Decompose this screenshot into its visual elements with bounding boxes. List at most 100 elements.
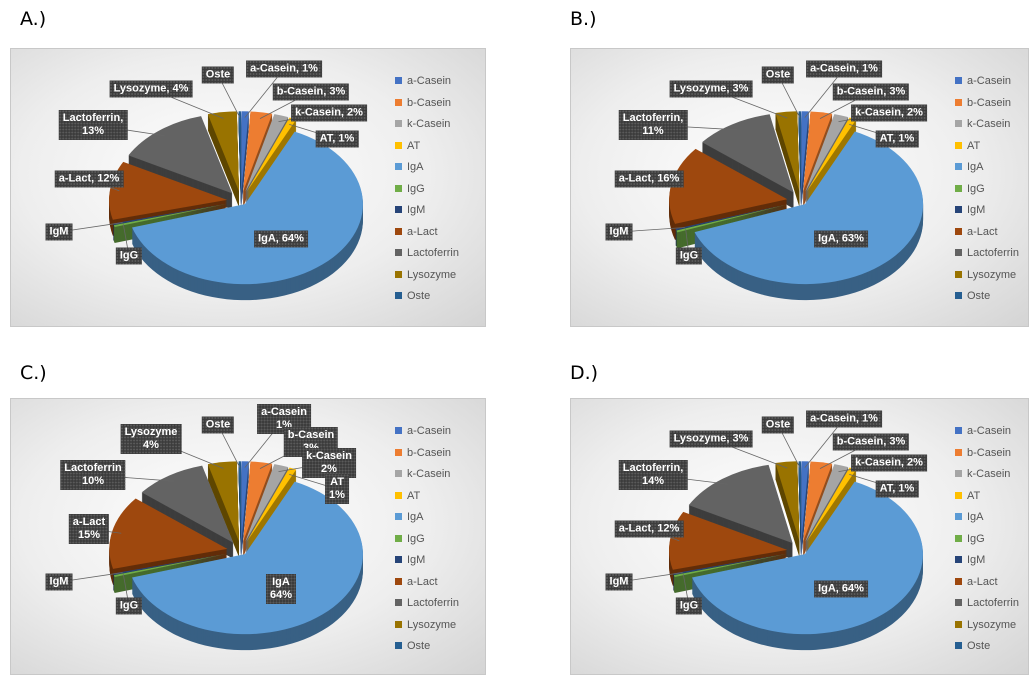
data-label: Oste [761, 66, 795, 84]
data-label: AT, 1% [315, 130, 359, 148]
legend-swatch [955, 470, 962, 477]
legend-entry: k-Casein [395, 118, 450, 130]
slice-side [113, 555, 228, 580]
legend-swatch [395, 184, 402, 192]
panel-label: D.) [570, 362, 599, 384]
slice-side [113, 206, 228, 231]
legend-swatch [955, 620, 962, 628]
slice [238, 461, 241, 542]
legend-label: Oste [967, 640, 991, 652]
data-label: Lactoferrin, 14% [618, 460, 688, 490]
data-label: Lysozyme, 3% [669, 80, 753, 98]
legend-swatch [955, 120, 962, 127]
legend-swatch [955, 206, 962, 213]
slice-side [113, 554, 228, 579]
legend-swatch [955, 98, 962, 106]
legend-entry: IgG [395, 533, 425, 545]
legend-entry: b-Casein [395, 97, 451, 109]
data-label: Oste [201, 66, 235, 84]
legend-label: IgG [967, 182, 985, 195]
panel-label: B.) [570, 8, 597, 30]
slice [798, 461, 801, 542]
legend-entry: a-Casein [395, 75, 451, 87]
data-label: IgM [605, 573, 633, 591]
legend-label: IgM [407, 204, 426, 216]
legend-swatch [955, 534, 962, 542]
slice [803, 111, 833, 192]
legend-label: IgA [407, 161, 424, 173]
data-label: a-Lact, 12% [614, 520, 684, 538]
legend-entry: Lysozyme [955, 269, 1016, 281]
data-label: a-Casein, 1% [246, 60, 322, 78]
data-label: k-Casein, 2% [291, 104, 367, 122]
slice [109, 498, 228, 569]
legend-label: IgM [407, 554, 426, 566]
data-label: a-Lact 15% [68, 514, 110, 544]
legend-swatch [955, 77, 962, 84]
slice [243, 111, 273, 192]
slice [805, 114, 849, 192]
legend-entry: AT [955, 490, 980, 502]
legend-entry: k-Casein [955, 468, 1010, 480]
legend-label: a-Casein [967, 75, 1012, 87]
legend-swatch [395, 77, 402, 84]
legend-swatch [955, 163, 962, 170]
legend-swatch [395, 599, 402, 606]
legend-swatch [395, 448, 402, 456]
legend-entry: a-Lact [395, 226, 438, 238]
slice [113, 203, 228, 228]
slice [245, 464, 289, 542]
data-label: a-Casein, 1% [806, 410, 882, 428]
legend-label: AT [407, 139, 421, 152]
slice [128, 116, 233, 194]
data-label: b-Casein, 3% [832, 83, 910, 101]
slice [113, 553, 228, 578]
legend-entry: b-Casein [955, 97, 1011, 109]
legend-label: b-Casein [407, 446, 452, 459]
slice [675, 204, 788, 231]
slice [775, 461, 800, 542]
slice [806, 467, 857, 542]
legend-entry: IgM [955, 204, 985, 216]
legend-label: Lactoferrin [407, 597, 459, 609]
slice [673, 553, 788, 575]
slice-side [113, 557, 228, 582]
data-label: Lactoferrin, 11% [618, 110, 688, 140]
legend-label: IgG [967, 532, 985, 545]
legend-entry: IgG [955, 533, 985, 545]
slice [241, 461, 249, 542]
legend-swatch [955, 599, 962, 606]
legend-label: IgA [407, 511, 424, 523]
legend-label: b-Casein [407, 96, 452, 109]
slice [775, 111, 800, 192]
legend-entry: IgM [395, 204, 425, 216]
data-label: a-Casein, 1% [806, 60, 882, 78]
legend-swatch [955, 249, 962, 256]
legend-label: IgM [967, 554, 986, 566]
legend-label: a-Lact [407, 575, 438, 588]
data-label: IgM [605, 223, 633, 241]
slice [805, 464, 849, 542]
legend-swatch [955, 141, 962, 149]
data-label: a-Lact, 16% [614, 170, 684, 188]
legend-label: a-Casein [407, 75, 452, 87]
legend-swatch [395, 513, 402, 520]
legend-label: IgM [967, 204, 986, 216]
slice-side [673, 555, 788, 580]
legend-entry: AT [395, 140, 420, 152]
legend-label: k-Casein [967, 118, 1011, 130]
data-label: Oste [761, 416, 795, 434]
legend-label: Lactoferrin [967, 247, 1019, 259]
legend-swatch [955, 270, 962, 278]
slice-side [673, 557, 788, 582]
data-label: b-Casein, 3% [832, 433, 910, 451]
slice [806, 117, 857, 192]
data-label: k-Casein 2% [302, 448, 356, 478]
legend-swatch [395, 163, 402, 170]
legend-label: IgG [407, 182, 425, 195]
slice [109, 161, 228, 220]
legend-swatch [395, 642, 402, 649]
legend-entry: a-Lact [955, 576, 998, 588]
slice [207, 111, 240, 192]
